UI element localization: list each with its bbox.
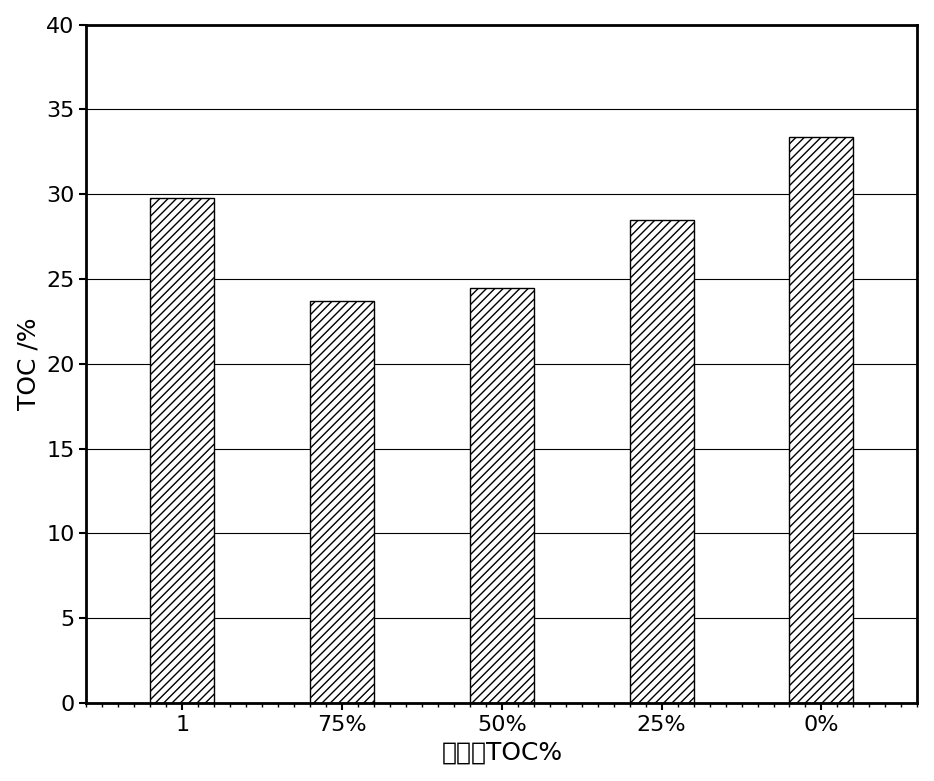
Bar xyxy=(789,137,854,703)
Bar xyxy=(150,198,214,703)
X-axis label: 正丁酸TOC%: 正丁酸TOC% xyxy=(441,740,562,765)
Bar xyxy=(630,219,694,703)
Bar xyxy=(470,287,534,703)
Y-axis label: TOC /%: TOC /% xyxy=(17,318,41,410)
Bar xyxy=(310,301,374,703)
